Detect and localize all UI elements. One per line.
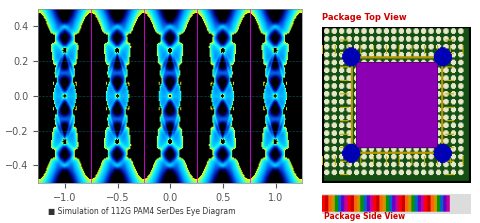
Text: ■ Simulation of 112G PAM4 SerDes Eye Diagram: ■ Simulation of 112G PAM4 SerDes Eye Dia… — [48, 207, 236, 216]
Text: Package Top View: Package Top View — [322, 13, 406, 22]
Text: Package Side View: Package Side View — [324, 212, 405, 221]
